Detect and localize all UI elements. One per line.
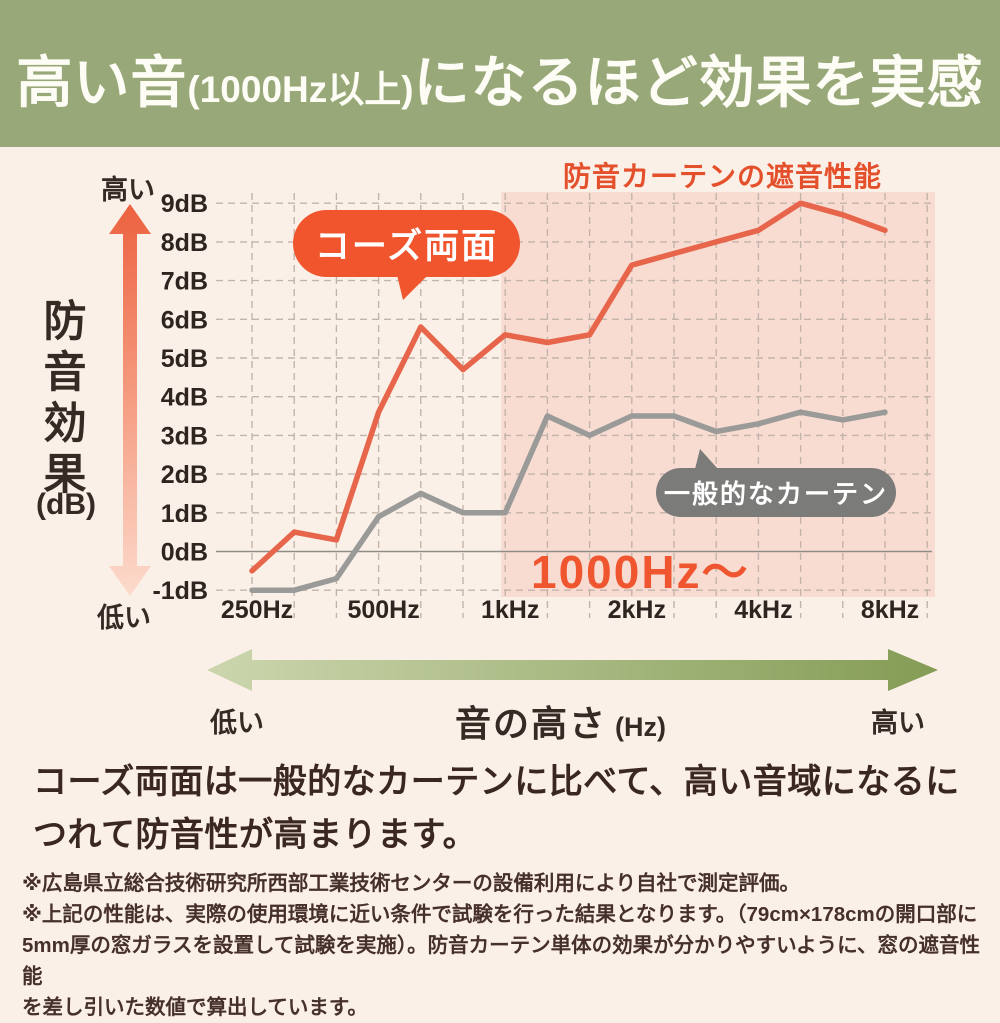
x-axis-unit: (Hz) <box>615 712 666 742</box>
y-axis-title: 防音効果 <box>37 298 85 502</box>
description-text: コーズ両面は一般的なカーテンに比べて、高い音域になるに つれて防音性が高まります… <box>33 763 960 854</box>
y-tick-label: 6dB <box>161 306 208 334</box>
y-axis-arrow-icon <box>109 204 151 596</box>
x-axis-title-group: 音の高さ (Hz) <box>455 695 666 747</box>
x-axis-low-label: 低い <box>210 708 264 738</box>
y-tick-label: 3dB <box>161 422 208 450</box>
y-tick-label: 7dB <box>161 268 208 296</box>
y-axis-unit: (dB) <box>36 488 96 521</box>
series-badge-generic: 一般的なカーテン <box>656 468 896 517</box>
x-tick-label: 250Hz <box>221 596 293 624</box>
series-badge-kozu-tail <box>397 275 428 300</box>
x-tick-label: 4kHz <box>734 596 792 624</box>
y-tick-label: 5dB <box>161 345 208 373</box>
banner-title-main-2: になるほど効果を実感 <box>413 51 984 114</box>
y-tick-label: 2dB <box>161 461 208 489</box>
y-tick-label: 0dB <box>161 539 208 567</box>
series-badge-generic-label: 一般的なカーテン <box>663 479 888 509</box>
x-tick-label: 2kHz <box>608 596 666 624</box>
banner-title-main-1: 高い音 <box>16 51 188 114</box>
x-axis-arrow-icon <box>207 649 938 691</box>
y-axis-high-label: 高い <box>101 175 155 205</box>
x-tick-label: 8kHz <box>861 596 919 624</box>
x-axis-high-label: 高い <box>871 708 925 738</box>
highlight-region <box>501 192 935 597</box>
banner-title-paren: (1000Hz以上) <box>187 69 414 110</box>
y-tick-label: 8dB <box>161 229 208 257</box>
x-axis-title: 音の高さ <box>455 703 608 744</box>
y-tick-label: 4dB <box>161 384 208 412</box>
x-tick-label: 500Hz <box>347 596 419 624</box>
x-tick-label: 1kHz <box>481 596 539 624</box>
y-tick-label: 1dB <box>161 500 208 528</box>
header-banner: 高い音 (1000Hz以上) になるほど効果を実感 <box>0 0 1000 147</box>
series-line-kozu <box>249 200 888 574</box>
series-badge-generic-tail <box>695 449 718 469</box>
series-badge-kozu-label: コーズ両面 <box>314 227 499 266</box>
line-chart-plot: 9dB 8dB 7dB 6dB 5dB 4dB 3dB 2dB 1dB 0dB -1dB 250Hz 5… <box>152 190 935 624</box>
highlight-region-label: 1000Hz〜 <box>531 546 750 598</box>
y-axis-low-label: 低い <box>97 603 151 633</box>
chart-title: 防音カーテンの遮音性能 <box>563 161 883 192</box>
series-line-generic <box>249 409 888 593</box>
series-badge-kozu: コーズ両面 <box>293 210 520 277</box>
y-tick-label: -1dB <box>152 577 208 605</box>
y-tick-label: 9dB <box>161 190 208 218</box>
